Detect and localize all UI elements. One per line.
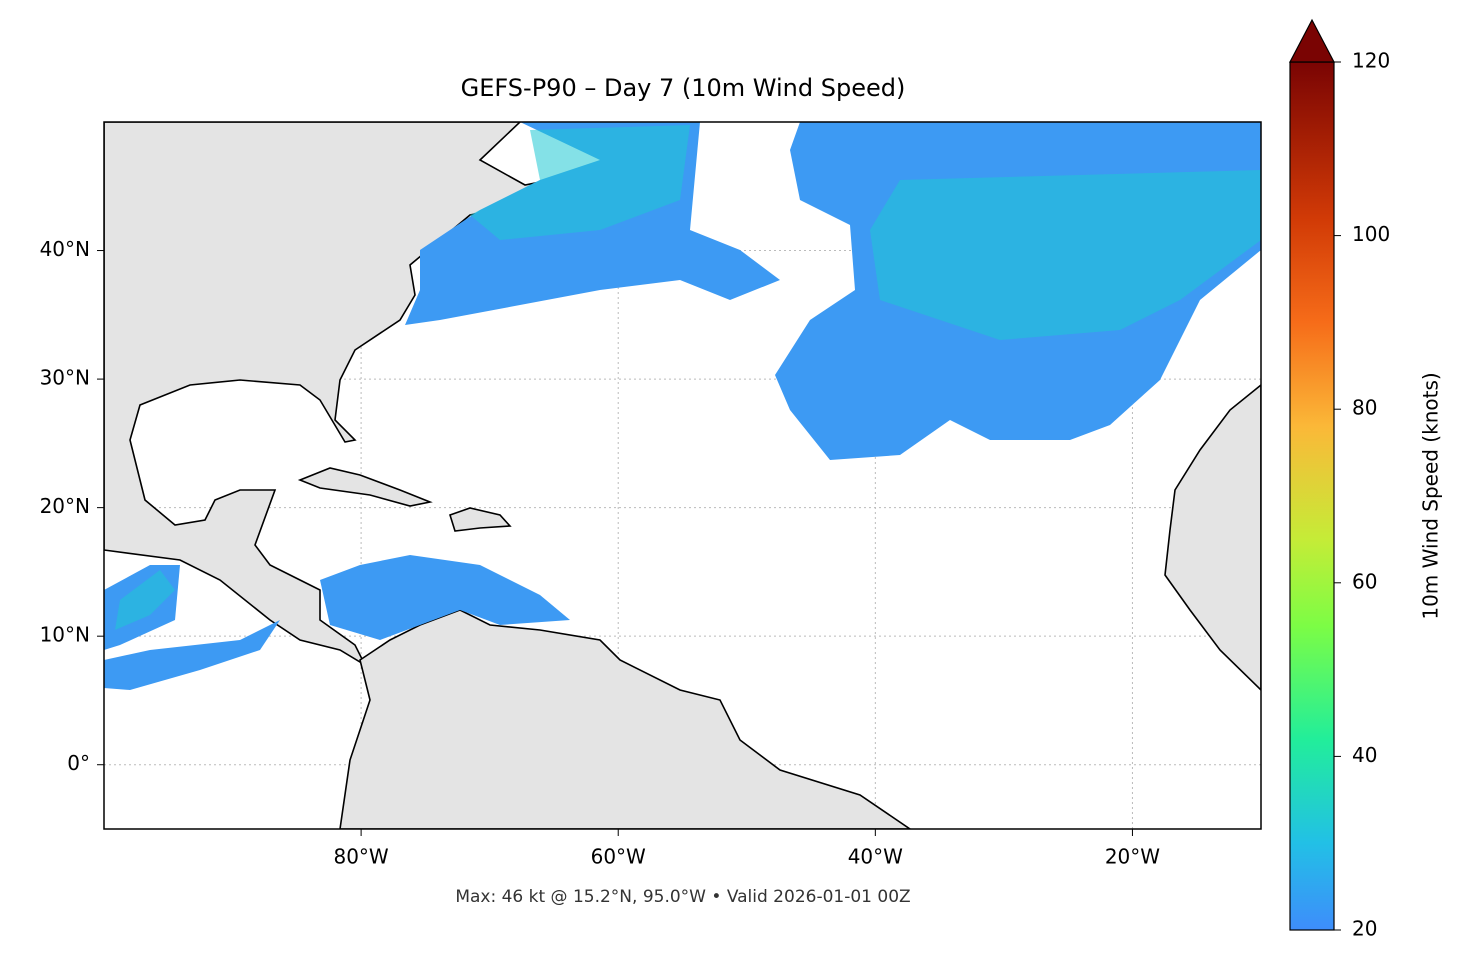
wind-area [115, 570, 175, 630]
x-tick-label: 20°W [1105, 845, 1160, 869]
colorbar-tick-label: 120 [1352, 49, 1390, 73]
map-frame [103, 121, 1262, 830]
footer: Max: 46 kt @ 15.2°N, 95.0°W • Valid 2026… [455, 887, 910, 907]
africa [1164, 383, 1261, 692]
map [104, 122, 1261, 829]
colorbar-tick-label: 80 [1352, 396, 1377, 420]
colorbar-tick-label: 60 [1352, 569, 1377, 593]
colorbar-tick-label: 100 [1352, 222, 1390, 246]
y-tick-label: 10°N [40, 623, 90, 647]
wind-area [870, 170, 1261, 340]
y-tick-label: 40°N [40, 237, 90, 261]
wind-area [470, 125, 690, 240]
wind-area [320, 555, 570, 640]
y-tick-label: 20°N [40, 494, 90, 518]
y-tick-label: 0° [67, 751, 90, 775]
x-tick-label: 60°W [591, 845, 646, 869]
south-america [339, 609, 912, 829]
colorbar-tick-label: 40 [1352, 743, 1377, 767]
colorbar [1289, 61, 1335, 931]
colorbar-extend [1289, 18, 1335, 63]
colorbar-label: 10m Wind Speed (knots) [1419, 372, 1443, 619]
hispaniola [449, 507, 512, 532]
x-tick-label: 80°W [333, 845, 388, 869]
x-tick-label: 40°W [848, 845, 903, 869]
wind-area [104, 620, 280, 690]
title: GEFS-P90 – Day 7 (10m Wind Speed) [461, 74, 906, 102]
cuba [297, 467, 433, 507]
y-tick-label: 30°N [40, 366, 90, 390]
colorbar-tick-label: 20 [1352, 917, 1377, 941]
